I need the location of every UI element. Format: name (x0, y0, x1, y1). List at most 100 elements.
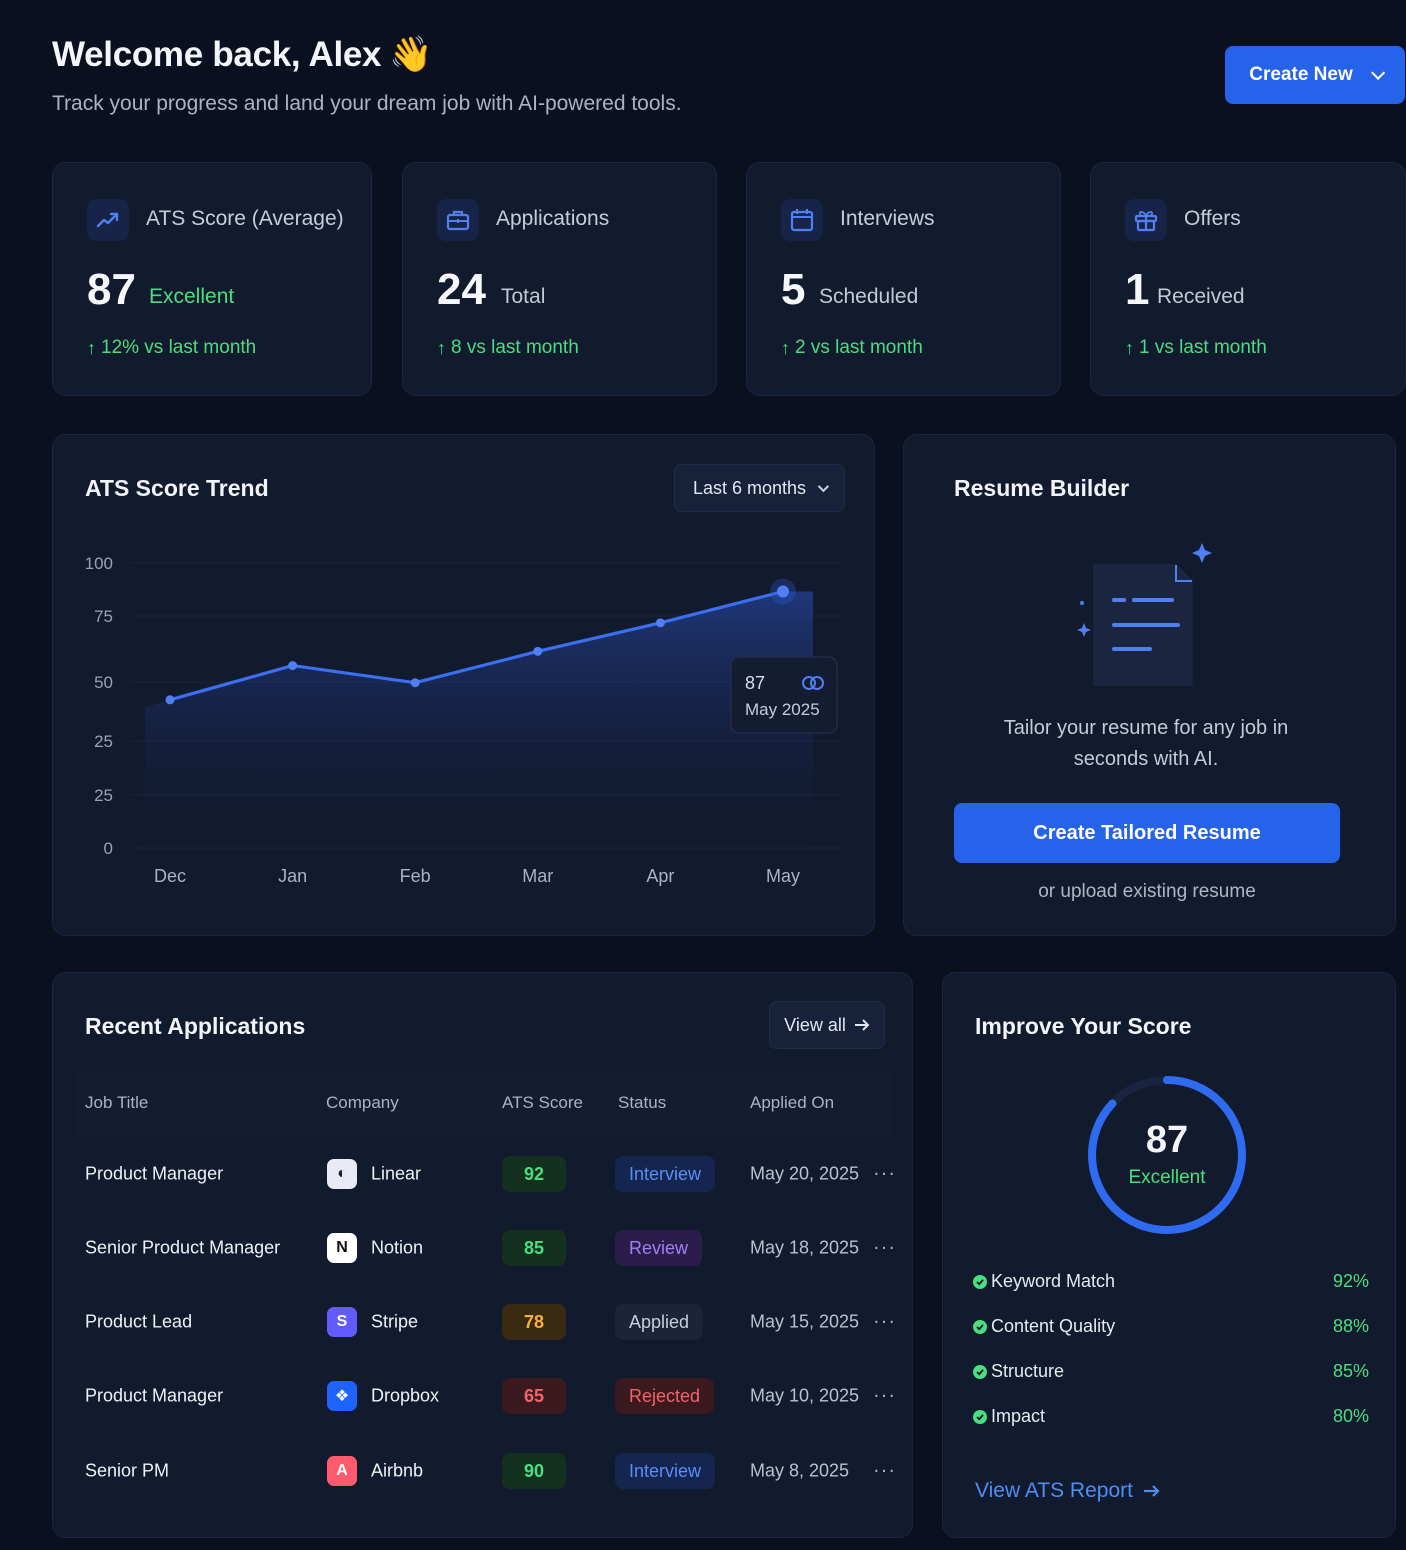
status-badge: Applied (615, 1304, 704, 1340)
stat-label: ATS Score (Average) (146, 207, 344, 230)
wave-icon: 👋 (389, 35, 433, 74)
metric-impact: Impact 80% (973, 1406, 1369, 1432)
ats-score-badge: 92 (502, 1156, 566, 1192)
company-name: Dropbox (371, 1385, 440, 1406)
data-point (533, 646, 543, 656)
ats-score-badge: 90 (502, 1453, 566, 1489)
applied-date: May 15, 2025 (750, 1311, 860, 1332)
dashboard-page: Welcome back, Alex 👋 Track your progress … (52, 0, 1406, 1550)
x-tick-label: Jan (278, 866, 307, 886)
resume-builder-description: Tailor your resume for any job in second… (1003, 717, 1289, 770)
improve-score-title: Improve Your Score (975, 1013, 1192, 1039)
stat-label: Applications (496, 207, 610, 230)
job-title: Senior PM (85, 1460, 170, 1481)
data-point (410, 678, 420, 688)
company-name: Stripe (371, 1311, 419, 1332)
more-options-icon[interactable]: ··· (873, 1236, 896, 1259)
table-row[interactable]: Product Lead S Stripe 78 Applied May 15, 2025… (53, 1285, 914, 1359)
column-header-status[interactable]: Status (618, 1093, 667, 1112)
x-tick-label: Feb (400, 866, 431, 886)
job-title: Product Manager (85, 1163, 224, 1184)
metric-name: Content Quality (991, 1316, 1116, 1336)
x-tick-label: Apr (646, 866, 674, 886)
create-tailored-resume-button[interactable]: Create Tailored Resume (954, 803, 1340, 863)
arrow-up-icon: ↑ (1125, 337, 1134, 358)
job-title: Senior Product Manager (85, 1237, 281, 1258)
view-all-button[interactable]: View all (769, 1001, 885, 1049)
ats-score-badge: 78 (502, 1304, 566, 1340)
stat-value: 87 (87, 265, 136, 314)
status-badge: Interview (615, 1156, 716, 1192)
status-badge: Rejected (615, 1378, 715, 1414)
airbnb-logo: A (327, 1456, 357, 1486)
more-options-icon[interactable]: ··· (873, 1310, 896, 1333)
applied-date: May 18, 2025 (750, 1237, 860, 1258)
notion-logo: N (327, 1233, 357, 1263)
chevron-down-icon (1370, 65, 1385, 80)
score-ring-label: Excellent (1128, 1167, 1206, 1188)
arrow-up-icon: ↑ (781, 337, 790, 358)
column-header-company[interactable]: Company (326, 1093, 399, 1112)
stat-value: 1 (1125, 265, 1150, 314)
check-circle-icon (973, 1365, 987, 1379)
chart-tooltip (730, 656, 838, 734)
metric-value: 88% (1332, 1316, 1369, 1336)
stat-card-interviews: Interviews 5 Scheduled ↑ 2 vs last month (746, 162, 1061, 396)
link-icon (802, 676, 816, 690)
table-row[interactable]: Product Manager ◐ Linear 92 Interview May 20,… (53, 1137, 914, 1211)
view-ats-report-label: View ATS Report (975, 1479, 1133, 1502)
company-name: Airbnb (371, 1460, 424, 1481)
status-badge: Interview (615, 1453, 716, 1489)
stat-value: 5 (781, 265, 806, 314)
table-row[interactable]: Senior PM A Airbnb 90 Interview May 8, 2025 ··… (53, 1434, 914, 1508)
data-point (655, 618, 665, 628)
trend-up-icon (87, 199, 129, 241)
applied-date: May 8, 2025 (750, 1460, 850, 1481)
stat-card-ats: ATS Score (Average) 87 Excellent ↑ 12% vs… (52, 162, 372, 396)
table-row[interactable]: Senior Product Manager N Notion 85 Review May… (53, 1211, 914, 1285)
series-line (169, 589, 784, 702)
more-options-icon[interactable]: ··· (873, 1162, 896, 1185)
metric-name: Structure (991, 1361, 1065, 1381)
ats-trend-card: 100 75 50 25 25 0 Dec Jan Feb Mar Apr May 87 May 2025… (52, 434, 875, 936)
x-tick-label: Dec (154, 866, 186, 886)
stat-unit: Excellent (149, 285, 235, 308)
ats-trend-chart: 100 75 50 25 25 0 Dec Jan Feb Mar Apr May 87 May 2025 (85, 554, 843, 886)
calendar-icon (781, 199, 823, 241)
column-header-job-title[interactable]: Job Title (85, 1093, 149, 1112)
company-name: Notion (371, 1237, 424, 1258)
tooltip-value: 87 (745, 673, 765, 693)
column-header-ats-score[interactable]: ATS Score (502, 1093, 583, 1112)
data-point (288, 661, 298, 671)
metric-content-quality: Content Quality 88% (973, 1316, 1369, 1342)
improve-score-card: Improve Your Score 87 Excellent Keyword … (942, 972, 1396, 1538)
more-options-icon[interactable]: ··· (873, 1459, 896, 1482)
y-tick-label: 25 (94, 732, 113, 751)
stat-delta: ↑ 8 vs last month (437, 337, 579, 358)
stat-delta: ↑ 2 vs last month (781, 337, 923, 358)
column-header-applied-on[interactable]: Applied On (750, 1093, 835, 1112)
check-circle-icon (973, 1275, 987, 1289)
metric-name: Impact (991, 1406, 1046, 1426)
view-ats-report-link[interactable]: View ATS Report (975, 1479, 1161, 1503)
table-row[interactable]: Product Manager ❖ Dropbox 65 Rejected May 10,… (53, 1359, 914, 1433)
stat-delta: ↑ 1 vs last month (1125, 337, 1267, 358)
metric-value: 80% (1332, 1406, 1369, 1426)
data-point (777, 585, 789, 598)
resume-builder-title: Resume Builder (954, 475, 1130, 501)
applied-date: May 10, 2025 (750, 1385, 860, 1406)
metric-name: Keyword Match (991, 1271, 1116, 1291)
metric-keyword-match: Keyword Match 92% (973, 1271, 1369, 1297)
more-options-icon[interactable]: ··· (873, 1384, 896, 1407)
upload-resume-link[interactable]: or upload existing resume (1038, 881, 1256, 902)
score-ring-value: 87 (1145, 1119, 1189, 1161)
metric-structure: Structure 85% (973, 1361, 1369, 1387)
stat-label: Offers (1184, 207, 1241, 230)
ats-score-badge: 85 (502, 1230, 566, 1266)
x-tick-label: May (766, 866, 800, 886)
job-title: Product Manager (85, 1385, 224, 1406)
y-tick-label: 25 (94, 786, 113, 805)
page-subtitle: Track your progress and land your dream … (52, 92, 682, 115)
create-new-button[interactable]: Create New (1225, 46, 1405, 104)
range-select[interactable]: Last 6 months (674, 464, 845, 512)
